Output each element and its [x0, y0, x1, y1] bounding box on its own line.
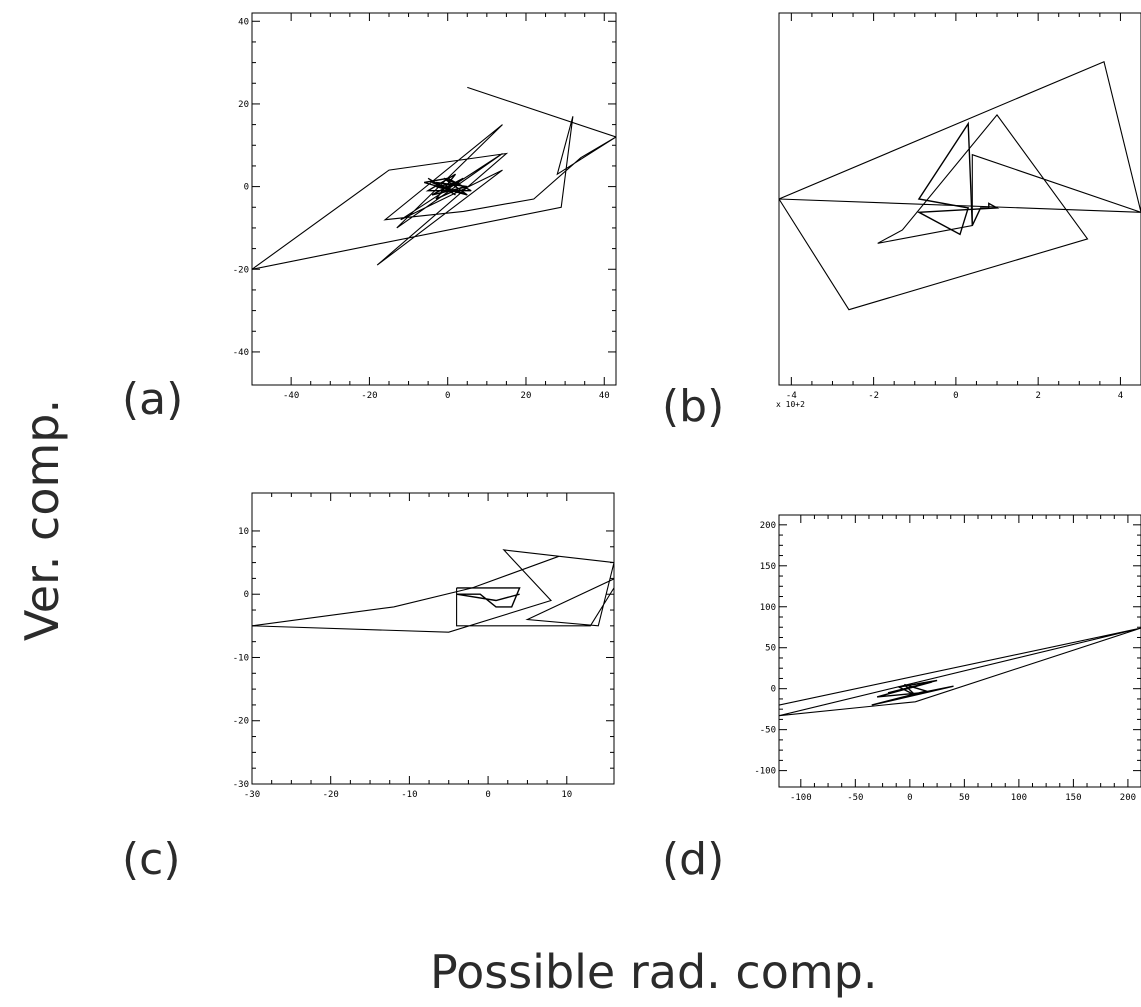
y-tick-label-d: 100: [760, 603, 776, 613]
y-tick-label-d: 200: [760, 521, 776, 531]
trace-d-1: [871, 679, 954, 706]
y-tick-label-a: 20: [238, 100, 249, 110]
trace-a-1: [424, 173, 472, 200]
x-tick-label-d: 0: [907, 793, 912, 803]
x-tick-label-c: -10: [401, 790, 417, 800]
y-axis-label: Ver. comp.: [15, 398, 69, 642]
y-tick-label-d: 150: [760, 562, 776, 572]
y-tick-label-a: -20: [233, 265, 249, 275]
y-tick-label-a: 40: [238, 17, 249, 27]
x-tick-label-d: 50: [959, 793, 970, 803]
x-tick-label-b: -4: [786, 391, 797, 401]
panel-label-d: (d): [662, 834, 725, 885]
y-tick-label-c: 10: [238, 527, 249, 537]
trace-a-0: [252, 86, 616, 270]
plot-frame-c: [251, 492, 615, 785]
x-tick-label-a: -20: [361, 391, 377, 401]
chart-b: -4 -2 0 2 4 x 10+2: [776, 12, 1141, 409]
x-tick-label-b: 4: [1118, 391, 1123, 401]
x-tick-label-c: 0: [485, 790, 490, 800]
x-tick-label-d: -100: [790, 793, 812, 803]
x-tick-label-d: 150: [1065, 793, 1081, 803]
x-tick-label-d: 200: [1120, 793, 1136, 803]
y-tick-label-c: -20: [233, 717, 249, 727]
x-tick-label-c: -20: [323, 790, 339, 800]
trace-d-0: [779, 627, 1141, 717]
y-tick-label-c: -30: [233, 780, 249, 790]
x-tick-label-a: 0: [445, 391, 450, 401]
x-tick-label-a: 20: [521, 391, 532, 401]
x-tick-label-b: -2: [868, 391, 879, 401]
y-tick-label-d: 50: [765, 644, 776, 654]
panel-label-b: (b): [662, 381, 725, 432]
panel-label-a: (a): [122, 374, 184, 425]
y-tick-label-a: -40: [233, 348, 249, 358]
plot-frame-a: [251, 12, 617, 386]
y-tick-label-c: 0: [244, 590, 249, 600]
trace-c-1: [456, 587, 521, 608]
chart-a: -40 -20 0 20 40 -40 -20 0 20 40: [233, 12, 617, 401]
y-tick-label-c: -10: [233, 653, 249, 663]
x-axis-label: Possible rad. comp.: [430, 945, 878, 999]
y-tick-label-d: 0: [771, 685, 776, 695]
x-tick-label-c: 10: [561, 790, 572, 800]
trace-c-0: [252, 549, 614, 633]
x-tick-label-a: 40: [599, 391, 610, 401]
y-tick-label-d: -100: [754, 767, 776, 777]
x-tick-label-a: -40: [283, 391, 299, 401]
plot-frame-d: [778, 514, 1141, 788]
x-tick-label-d: -50: [847, 793, 863, 803]
chart-d: -100 -50 0 50 100 150 200 -100 -50 0 50 100 150 200: [754, 514, 1141, 803]
y-tick-label-a: 0: [244, 183, 249, 193]
chart-c: -30 -20 -10 0 10 -30 -20 -10 0 10: [233, 492, 615, 800]
x-tick-label-c: -30: [244, 790, 260, 800]
trace-b-1: [916, 121, 1000, 236]
panel-label-c: (c): [122, 834, 181, 885]
x-tick-label-b: 0: [953, 391, 958, 401]
x-tick-label-d: 100: [1011, 793, 1027, 803]
x-tick-label-b: 2: [1035, 391, 1040, 401]
y-tick-label-d: -50: [760, 726, 776, 736]
x-multiplier-b: x 10+2: [776, 400, 805, 409]
trace-b-0: [779, 60, 1141, 311]
